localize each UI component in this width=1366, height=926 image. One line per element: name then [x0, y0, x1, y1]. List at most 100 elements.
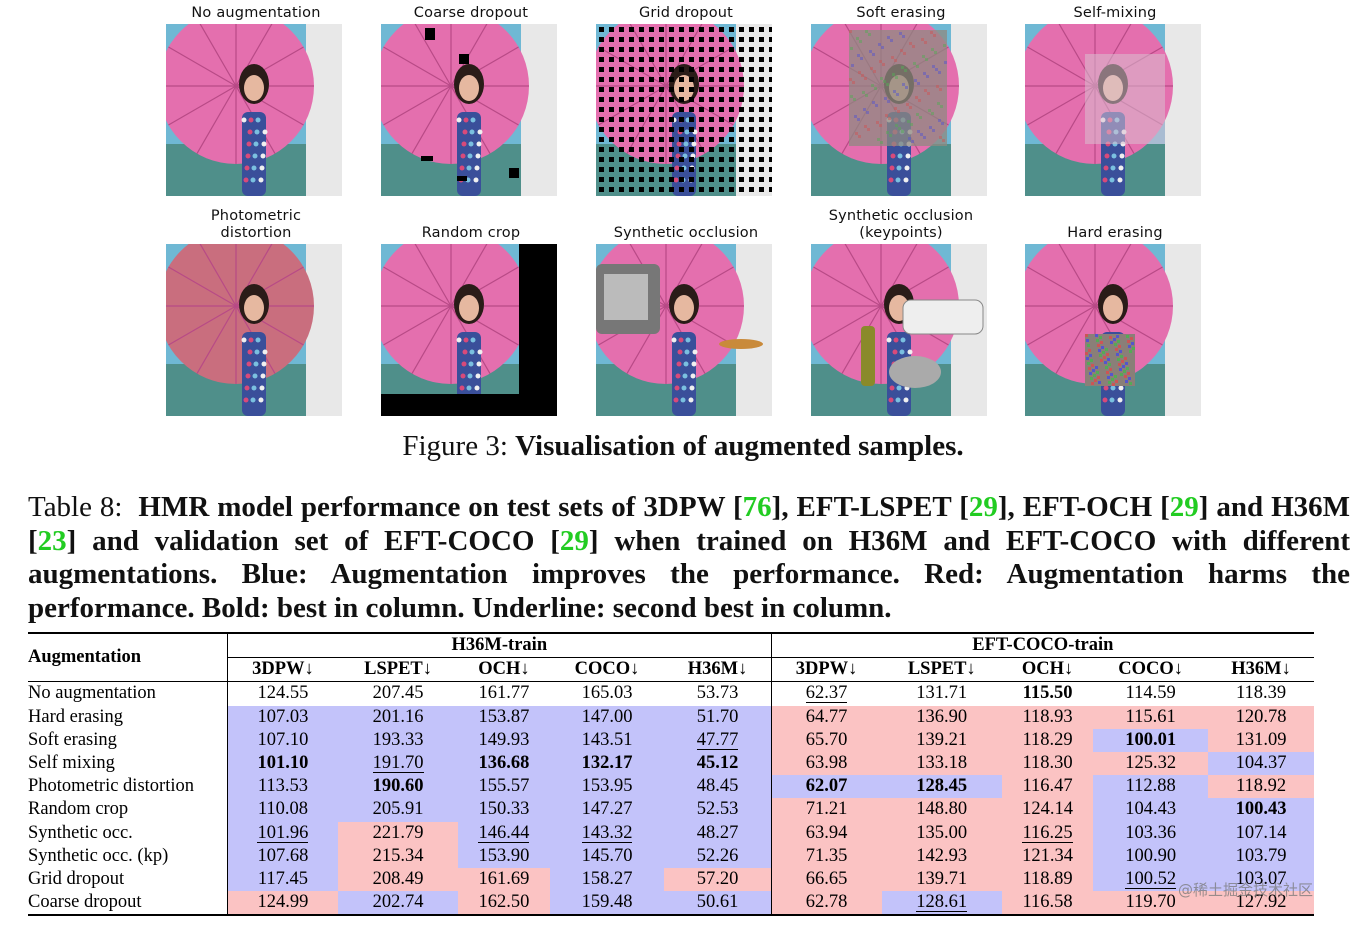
table-cell: 48.45 [664, 775, 772, 799]
cell-value: 148.80 [916, 799, 968, 820]
table-cell: 118.39 [1208, 682, 1314, 706]
table-cell: 66.65 [770, 867, 882, 892]
cell-value: 139.71 [916, 868, 968, 889]
group-header-eft-coco: EFT-COCO-train [770, 632, 1314, 659]
watermark: @稀土掘金技术社区 [1178, 881, 1314, 899]
table-cell: 117.45 [226, 867, 338, 892]
augmented-sample-image [811, 244, 987, 416]
table-cell: 124.14 [1001, 798, 1094, 822]
cell-value: 124.55 [257, 683, 309, 704]
panel-caption: Synthetic occlusion (keypoints) [828, 208, 974, 241]
augmented-sample-image [811, 24, 987, 196]
table-cell: 103.79 [1208, 844, 1314, 868]
cell-value: 48.45 [696, 776, 739, 797]
citation-link[interactable]: 29 [559, 524, 589, 557]
cell-value: 146.44 [478, 822, 530, 843]
table-cell: 107.68 [226, 844, 338, 868]
cell-value: 118.39 [1235, 683, 1287, 704]
cell-value: 118.89 [1022, 868, 1073, 889]
cell-value: 103.79 [1235, 845, 1287, 866]
cell-value: 145.70 [581, 845, 633, 866]
results-table: Augmentation H36M-train EFT-COCO-train 3… [28, 632, 1314, 917]
table-cell: 101.10 [226, 751, 338, 776]
cell-value: 62.37 [805, 683, 848, 704]
cell-value: 202.74 [372, 892, 424, 913]
table-cell: 116.58 [1001, 891, 1094, 917]
cell-value: 131.71 [916, 683, 968, 704]
table-cell: 65.70 [770, 728, 882, 752]
table-cell: 100.01 [1093, 728, 1209, 752]
cell-value: 207.45 [372, 683, 424, 704]
citation-link[interactable]: 76 [742, 491, 772, 523]
table-row: Hard erasing 107.03 201.16 153.87 147.00 51.7… [28, 705, 1314, 729]
table-cell: 155.57 [458, 775, 550, 799]
augmented-sample-image [596, 244, 772, 416]
table-cell: 158.27 [549, 867, 665, 892]
table-cell: 207.45 [338, 682, 458, 706]
column-header-row: 3DPW↓ LSPET↓ OCH↓ COCO↓ H36M↓ 3DPW↓ LSPET↓ OCH↓… [28, 657, 1314, 683]
cell-value: 153.90 [478, 845, 530, 866]
caption-text-5: ] and validation set of EFT-COCO [ [66, 524, 560, 557]
table-cell: 132.17 [549, 751, 665, 776]
cell-value: 125.32 [1125, 753, 1177, 774]
table-cell: 221.79 [337, 821, 459, 845]
table-cell: 100.90 [1093, 844, 1209, 868]
cell-value: 71.21 [805, 799, 848, 820]
cell-value: 52.53 [696, 799, 739, 820]
table-cell: 162.50 [458, 891, 550, 917]
citation-link[interactable]: 29 [1169, 491, 1199, 523]
column-header: OCH↓ [1001, 657, 1094, 683]
cell-value: 62.07 [805, 776, 848, 797]
table-cell: 63.98 [770, 751, 882, 776]
table-cell: 148.80 [881, 798, 1002, 822]
augmentation-panel: Grid dropout [596, 5, 776, 196]
cell-value: 50.61 [696, 892, 739, 913]
cell-value: 208.49 [372, 868, 424, 889]
augmented-sample-image [166, 244, 342, 416]
augmentation-panel: Self-mixing [1025, 5, 1205, 196]
cell-value: 165.03 [581, 683, 633, 704]
cell-value: 119.70 [1125, 892, 1176, 913]
cell-value: 112.88 [1125, 776, 1176, 797]
table-cell: 71.35 [770, 844, 882, 868]
table-cell: 118.89 [1001, 867, 1094, 892]
cell-value: 113.53 [257, 776, 309, 797]
table-cell: 48.27 [664, 821, 772, 845]
table-cell: 146.44 [458, 821, 550, 845]
table-cell: 128.61 [881, 891, 1002, 917]
table-cell: 125.32 [1093, 751, 1209, 776]
cell-value: 158.27 [581, 868, 633, 889]
citation-link[interactable]: 29 [968, 491, 998, 523]
cell-value: 100.52 [1125, 868, 1177, 889]
row-label: Grid dropout [28, 868, 125, 889]
cell-value: 116.58 [1022, 892, 1073, 913]
table-cell: 153.90 [458, 844, 550, 868]
table-cell: 124.55 [226, 681, 338, 706]
table-cell: 119.70 [1093, 891, 1209, 917]
table-cell: 104.43 [1093, 798, 1209, 822]
table-cell: 62.37 [770, 681, 882, 706]
figure-caption-prefix: Figure 3: [402, 430, 508, 462]
citation-link[interactable]: 23 [37, 524, 67, 557]
row-label: Synthetic occ. [28, 822, 133, 843]
cell-value: 107.68 [257, 845, 309, 866]
cell-value: 104.43 [1125, 799, 1177, 820]
table-cell: 100.43 [1208, 798, 1314, 822]
row-label: Hard erasing [28, 706, 124, 727]
cell-value: 161.77 [478, 683, 530, 704]
cell-value: 149.93 [478, 729, 530, 750]
cell-value: 135.00 [916, 822, 968, 843]
table-cell: 51.70 [664, 705, 772, 729]
panel-caption: Grid dropout [638, 5, 734, 21]
table-cell: 143.51 [549, 728, 665, 752]
column-header: COCO↓ [1093, 657, 1209, 683]
cell-value: 127.92 [1235, 892, 1287, 913]
cell-value: 118.29 [1022, 729, 1073, 750]
table-cell: 143.32 [549, 821, 665, 845]
table-cell: 161.69 [458, 867, 550, 892]
panel-caption: Self-mixing [1073, 5, 1157, 21]
cell-value: 62.78 [805, 892, 848, 913]
row-label: Photometric distortion [28, 776, 194, 797]
table-cell: 114.59 [1093, 682, 1208, 706]
cell-value: 100.01 [1125, 729, 1177, 750]
